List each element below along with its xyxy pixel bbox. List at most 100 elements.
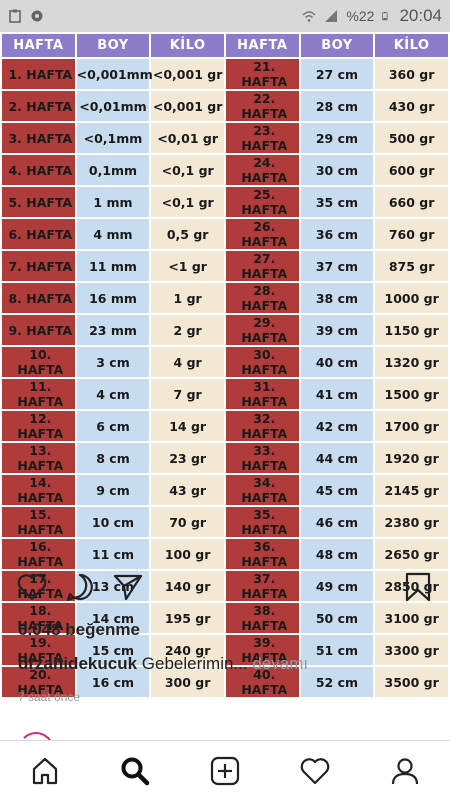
- week-cell: 15. HAFTA: [2, 507, 75, 537]
- length-cell: <0,001mm: [76, 59, 153, 89]
- week-cell: 23. HAFTA: [225, 123, 299, 153]
- nav-home[interactable]: [23, 749, 67, 793]
- week-cell: 37. HAFTA: [225, 571, 299, 601]
- nav-activity[interactable]: [293, 749, 337, 793]
- weight-cell: 3100 gr: [375, 603, 448, 633]
- length-cell: 16 cm: [76, 667, 150, 697]
- table-row: 5. HAFTA 1 mm <0,1 gr 25. HAFTA 35 cm 660 gr: [2, 187, 448, 217]
- length-cell: 50 cm: [300, 603, 374, 633]
- length-cell: 1 mm: [76, 187, 150, 217]
- weight-cell: 300 gr: [151, 667, 224, 697]
- length-cell: 14 cm: [76, 603, 150, 633]
- week-cell: 35. HAFTA: [225, 507, 299, 537]
- column-header: KİLO: [151, 34, 224, 57]
- post-timestamp: 7 saat önce: [18, 690, 81, 704]
- table-row: 3. HAFTA <0,1mm <0,01 gr 23. HAFTA 29 cm 500 …: [2, 123, 448, 153]
- like-button[interactable]: [16, 571, 48, 603]
- table-row: 4. HAFTA 0,1mm <0,1 gr 24. HAFTA 30 cm 600 gr: [2, 155, 448, 185]
- nav-profile[interactable]: [383, 749, 427, 793]
- length-cell: 27 cm: [300, 59, 374, 89]
- week-cell: 7. HAFTA: [2, 251, 75, 281]
- activity-heart-icon: [300, 757, 330, 784]
- weight-cell: 3300 gr: [375, 635, 448, 665]
- week-cell: 34. HAFTA: [225, 475, 299, 505]
- week-cell: 21. HAFTA: [225, 59, 299, 89]
- table-row: 13. HAFTA 8 cm 23 gr 33. HAFTA 44 cm 1920 gr: [2, 443, 448, 473]
- weight-cell: <0,01 gr: [151, 123, 224, 153]
- add-icon: [210, 756, 240, 785]
- weight-cell: 7 gr: [151, 379, 224, 409]
- share-button[interactable]: [112, 571, 144, 603]
- weight-cell: 1700 gr: [375, 411, 448, 441]
- length-cell: 6 cm: [76, 411, 150, 441]
- weight-cell: 2 gr: [151, 315, 224, 345]
- save-button[interactable]: [402, 571, 434, 603]
- caption-text: Gebelerimin...: [141, 654, 248, 673]
- weight-cell: 240 gr: [151, 635, 224, 665]
- length-cell: <0,01mm: [76, 91, 150, 121]
- clock: 20:04: [399, 6, 442, 25]
- heart-icon: [17, 574, 47, 601]
- weight-cell: 660 gr: [375, 187, 448, 217]
- post-image[interactable]: HAFTA BOY KİLO HAFTA BOY KİLO 1. HAFTA <0,001m…: [0, 32, 450, 697]
- table-row: 11. HAFTA 4 cm 7 gr 31. HAFTA 41 cm 1500 gr: [2, 379, 448, 409]
- length-cell: 35 cm: [300, 187, 374, 217]
- bottom-navigation: [0, 740, 450, 800]
- week-cell: 18. HAFTA: [2, 603, 75, 633]
- week-cell: 38. HAFTA: [225, 603, 299, 633]
- week-cell: 30. HAFTA: [225, 347, 299, 377]
- profile-icon: [391, 757, 419, 784]
- week-cell: 16. HAFTA: [2, 539, 75, 569]
- length-cell: 39 cm: [300, 315, 374, 345]
- status-notifications: [8, 9, 44, 23]
- length-cell: 46 cm: [300, 507, 374, 537]
- weight-cell: <0,1 gr: [151, 187, 224, 217]
- weight-cell: <0,001 gr: [151, 91, 224, 121]
- week-cell: 29. HAFTA: [225, 315, 299, 345]
- length-cell: 8 cm: [76, 443, 150, 473]
- week-cell: 4. HAFTA: [2, 155, 75, 185]
- nav-add[interactable]: [203, 749, 247, 793]
- comment-button[interactable]: [64, 571, 96, 603]
- like-count[interactable]: 6.048 beğenme: [18, 620, 140, 639]
- week-cell: 36. HAFTA: [225, 539, 299, 569]
- caption-more-link[interactable]: devamı: [252, 654, 309, 673]
- weight-cell: 1 gr: [151, 283, 224, 313]
- pregnancy-table: HAFTA BOY KİLO HAFTA BOY KİLO 1. HAFTA <0,001m…: [0, 32, 450, 699]
- weight-cell: <1 gr: [151, 251, 224, 281]
- length-cell: 0,1mm: [76, 155, 150, 185]
- weight-cell: 600 gr: [375, 155, 448, 185]
- weight-cell: 70 gr: [151, 507, 224, 537]
- length-cell: 4 cm: [76, 379, 150, 409]
- week-cell: 14. HAFTA: [2, 475, 75, 505]
- week-cell: 28. HAFTA: [225, 283, 299, 313]
- nav-search[interactable]: [113, 749, 157, 793]
- caption-username[interactable]: drzahidekucuk: [18, 654, 138, 673]
- signal-icon: [325, 10, 338, 22]
- week-cell: 9. HAFTA: [2, 315, 75, 345]
- weight-cell: 2380 gr: [375, 507, 448, 537]
- week-cell: 26. HAFTA: [225, 219, 299, 249]
- length-cell: 42 cm: [300, 411, 374, 441]
- weight-cell: <0,1 gr: [151, 155, 224, 185]
- length-cell: 23 mm: [76, 315, 150, 345]
- home-icon: [32, 757, 58, 784]
- weight-cell: 14 gr: [151, 411, 224, 441]
- weight-cell: 140 gr: [151, 571, 224, 601]
- status-bar: %22 20:04: [0, 0, 450, 32]
- table-row: 2. HAFTA <0,01mm <0,001 gr 22. HAFTA 28 cm 43…: [2, 91, 448, 121]
- wifi-icon: [302, 11, 316, 22]
- bookmark-icon: [405, 572, 431, 602]
- length-cell: 40 cm: [300, 347, 374, 377]
- length-cell: 28 cm: [300, 91, 374, 121]
- battery-icon: [382, 11, 388, 21]
- weight-cell: 500 gr: [375, 123, 448, 153]
- weight-cell: 1920 gr: [375, 443, 448, 473]
- length-cell: 48 cm: [300, 539, 374, 569]
- length-cell: 38 cm: [300, 283, 374, 313]
- length-cell: 4 mm: [76, 219, 150, 249]
- column-header: KİLO: [375, 34, 448, 57]
- weight-cell: 100 gr: [151, 539, 224, 569]
- week-cell: 2. HAFTA: [2, 91, 75, 121]
- week-cell: 22. HAFTA: [225, 91, 299, 121]
